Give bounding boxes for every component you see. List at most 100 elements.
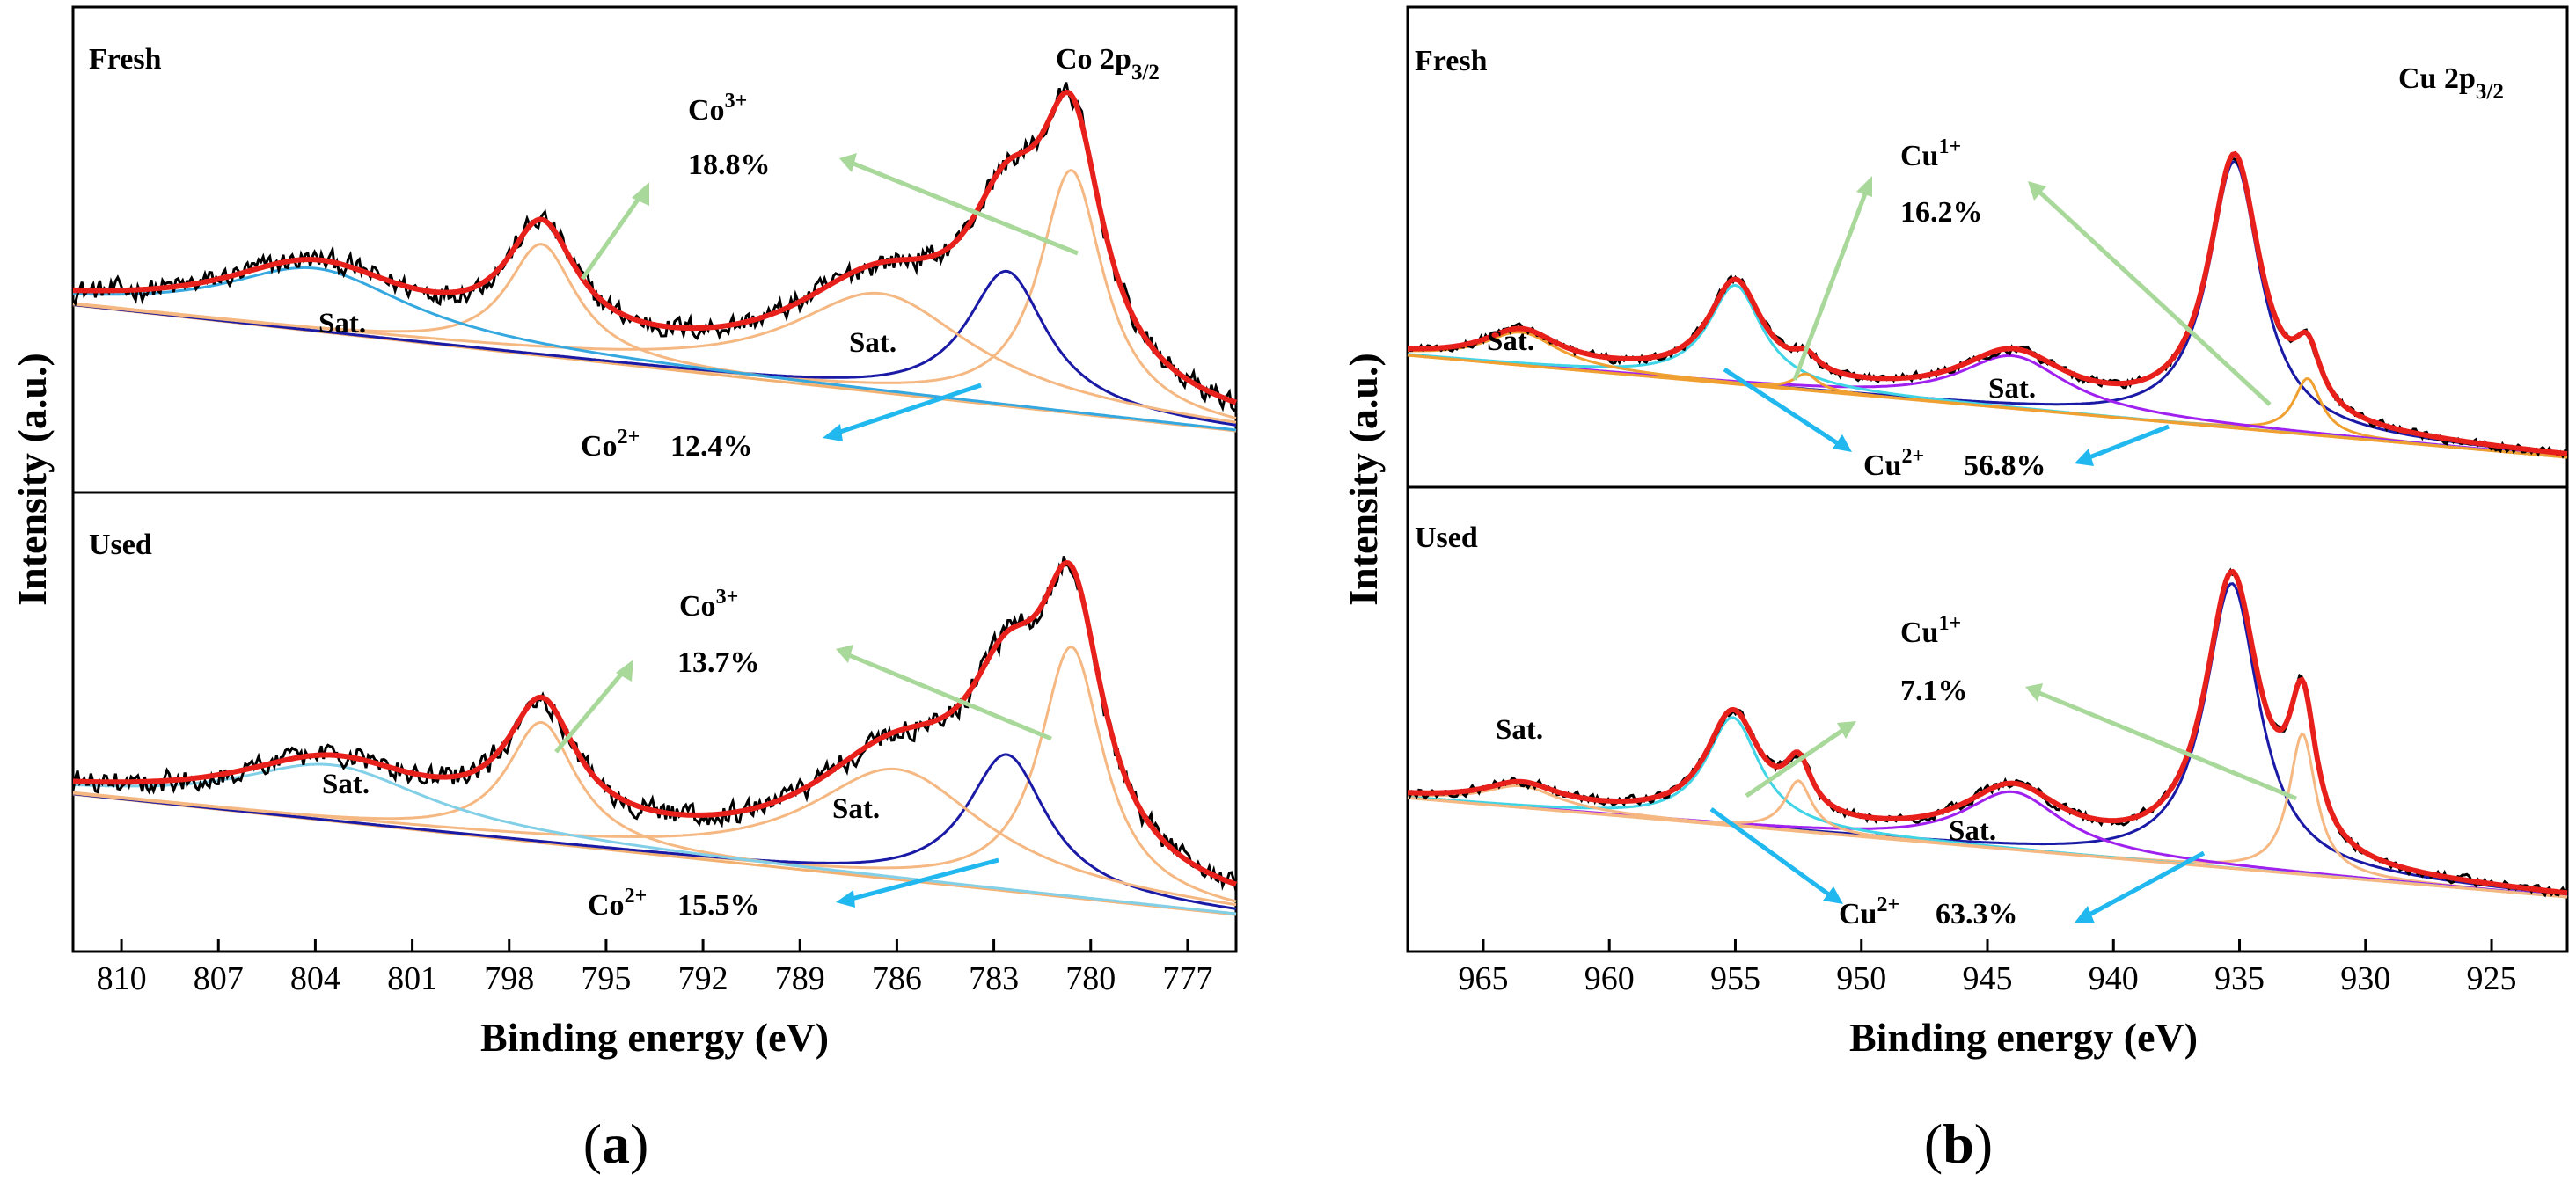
chart-a-fresh-curves	[71, 82, 1238, 433]
chart-a-used-component-1	[72, 753, 1237, 910]
chart-b-fresh-cu1-label: Cu1+	[1900, 135, 1961, 172]
chart-b-fresh-sat-right: Sat.	[1988, 373, 2036, 405]
chart-a-used-co3-label: Co3+	[679, 586, 738, 623]
chart-a-tick-label: 789	[775, 960, 825, 997]
chart-b-region-label: Cu 2p3/2	[2398, 62, 2504, 104]
chart-a-tick-label: 807	[194, 960, 244, 997]
chart-a-fresh-co2-value: 12.4%	[670, 430, 753, 463]
chart-a-tick-label: 783	[969, 960, 1019, 997]
chart-a-subfigure-label: (a)	[583, 1112, 649, 1175]
chart-a-used-co3-value: 13.7%	[677, 646, 760, 679]
chart-a-used-arrow-green-right-head	[836, 645, 853, 663]
chart-a-used-sat-right: Sat.	[832, 793, 880, 825]
chart-b-fresh-cu1-value: 16.2%	[1900, 196, 1983, 229]
chart-b-fresh-cu2-label: Cu2+	[1863, 445, 1924, 482]
chart-a-fresh-fit-envelope	[73, 89, 1238, 405]
chart-b-x-axis-label: Binding energy (eV)	[1849, 1015, 2198, 1060]
chart-a-used-label: Used	[89, 529, 152, 561]
chart-a-fresh-arrow-cyan	[837, 383, 982, 435]
chart-a-used-arrow-cyan-head	[836, 890, 855, 908]
chart-a-fresh-label: Fresh	[89, 43, 162, 76]
chart-b-used-label: Used	[1415, 522, 1478, 554]
chart-a-tick-label: 780	[1065, 960, 1116, 997]
chart-a-fresh-sat-right: Sat.	[849, 327, 896, 359]
chart-b-fresh-component-5	[1408, 331, 2568, 459]
chart-a-fresh-sat-left: Sat.	[318, 308, 366, 339]
chart-a-tick-label: 810	[97, 960, 147, 997]
chart-b-fresh-arrow-green-left-head	[1856, 176, 1872, 197]
chart-a-fresh-arrow-green-right	[853, 161, 1079, 256]
chart-a-region-sub: 3/2	[1131, 61, 1160, 84]
chart-a-used-co2-label: Co2+	[588, 885, 647, 922]
chart-b-fresh-arrow-green-left	[1792, 188, 1870, 381]
chart-b-region-main: Cu 2p	[2398, 62, 2476, 95]
chart-a-fresh-arrow-green-right-head	[839, 153, 857, 172]
chart-a-fresh-component-1	[72, 269, 1237, 427]
chart-a-frame	[71, 5, 1238, 953]
chart-b-used-sat-right: Sat.	[1949, 815, 1996, 847]
chart-a-fresh-co3-value: 18.8%	[688, 149, 771, 181]
chart-b-tick-label: 940	[2089, 960, 2139, 997]
chart-b-fresh-arrow-cyan-left	[1723, 367, 1841, 447]
chart-a-fresh-arrow-green-left-head	[632, 182, 649, 206]
chart-b: 965 960 955 950 945 940 935 930 925 Fresh Used C…	[1341, 5, 2569, 1175]
chart-a-tick-label: 801	[387, 960, 437, 997]
chart-b-used-curves	[1406, 567, 2569, 899]
chart-b-used-arrow-cyan-right-head	[2075, 906, 2095, 923]
chart-b-fresh-curves	[1406, 150, 2569, 459]
chart-a-fresh-component-4	[72, 266, 1237, 432]
chart-a-region-label: Co 2p3/2	[1056, 43, 1160, 84]
chart-b-used-arrow-green-left-head	[1837, 721, 1856, 739]
chart-a-used-arrow-green-right	[848, 653, 1052, 741]
chart-b-subfigure-label: (b)	[1924, 1112, 1993, 1175]
chart-b-used-arrow-green-right-head	[2025, 683, 2043, 702]
chart-b-tick-label: 935	[2214, 960, 2265, 997]
chart-b-tick-label: 955	[1710, 960, 1760, 997]
chart-b-fresh-fit-envelope	[1408, 150, 2568, 456]
chart-b-used-cu1-label: Cu1+	[1900, 612, 1961, 649]
chart-a-tick-label: 777	[1162, 960, 1212, 997]
chart-a-y-axis-label: Intensity (a.u.)	[10, 353, 55, 606]
chart-b-x-ticks: 965 960 955 950 945 940 935 930 925	[1458, 939, 2517, 997]
chart-a-x-axis-label: Binding energy (eV)	[480, 1015, 829, 1060]
chart-b-y-axis-label: Intensity (a.u.)	[1341, 353, 1386, 606]
chart-b-used-arrow-cyan-right	[2088, 850, 2206, 917]
chart-b-tick-label: 960	[1584, 960, 1635, 997]
chart-b-fresh-arrow-cyan-right	[2089, 424, 2170, 460]
chart-a-used-arrow-green-left	[554, 668, 626, 754]
chart-a-fresh-arrow-green-left	[580, 192, 645, 281]
chart-a-used-arrow-cyan	[851, 857, 999, 901]
chart-b-tick-label: 930	[2340, 960, 2390, 997]
chart-a-tick-label: 792	[678, 960, 728, 997]
chart-a-x-ticks: 810 807 804 801 798 795 792 789 786 783 780 777	[97, 939, 1212, 997]
chart-a-used-co2-value: 15.5%	[677, 889, 760, 922]
chart-b-tick-label: 965	[1458, 960, 1508, 997]
chart-b-used-fit-envelope	[1408, 568, 2568, 896]
chart-b-fresh-cu2-value: 56.8%	[1964, 449, 2046, 482]
chart-a-used-fit-envelope	[72, 559, 1238, 887]
chart-a-tick-label: 798	[484, 960, 534, 997]
chart-b-used-component-5	[1407, 784, 2568, 899]
chart-b-tick-label: 945	[1963, 960, 2013, 997]
chart-b-tick-label: 925	[2467, 960, 2517, 997]
chart-a-region-main: Co 2p	[1056, 43, 1131, 76]
chart-b-used-arrow-cyan-left	[1709, 806, 1832, 898]
chart-a-used-sat-left: Sat.	[322, 769, 370, 800]
chart-b-fresh-arrow-cyan-left-head	[1833, 434, 1852, 452]
chart-b-tick-label: 950	[1836, 960, 1886, 997]
chart-a-used-curves	[71, 556, 1238, 916]
chart-a-used-arrow-green-left-head	[616, 660, 633, 682]
chart-b-used-arrow-green-right	[2038, 690, 2297, 801]
chart-b-used-cu1-value: 7.1%	[1900, 675, 1968, 707]
chart-b-fresh-arrow-cyan-right-head	[2075, 449, 2094, 466]
chart-b-fresh-arrow-green-right	[2038, 190, 2272, 406]
chart-b-fresh-label: Fresh	[1415, 45, 1488, 77]
chart-a-fresh-arrow-cyan-head	[823, 424, 843, 441]
chart-b-used-cu2-label: Cu2+	[1839, 894, 1899, 930]
chart-a-fresh-co3-label: Co3+	[688, 90, 747, 127]
chart-b-used-arrow-cyan-left-head	[1823, 886, 1843, 904]
chart-b-used-cu2-value: 63.3%	[1936, 898, 2018, 930]
chart-a-tick-label: 786	[872, 960, 922, 997]
chart-b-fresh-sat-left: Sat.	[1487, 325, 1534, 357]
